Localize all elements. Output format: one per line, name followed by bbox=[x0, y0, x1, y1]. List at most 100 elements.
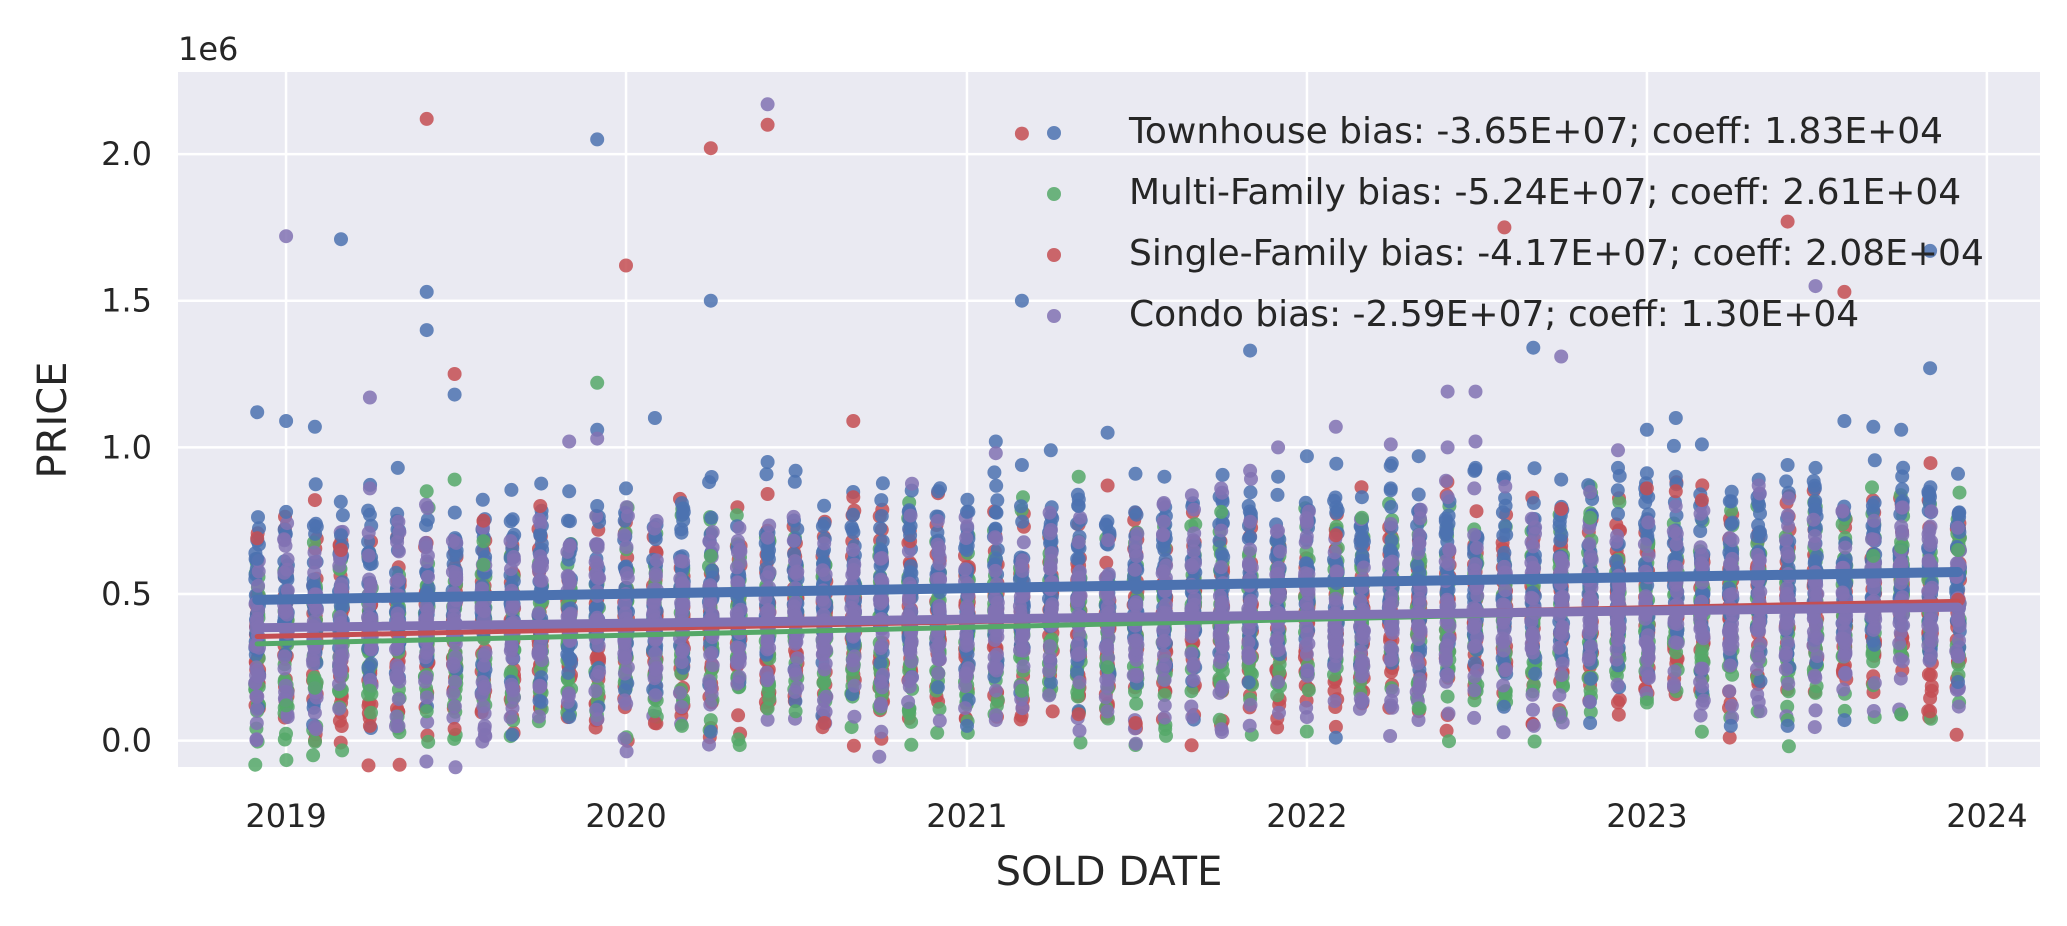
data-point bbox=[729, 560, 744, 575]
data-point bbox=[1441, 557, 1456, 571]
data-point bbox=[873, 521, 888, 536]
data-point bbox=[1496, 725, 1511, 740]
data-point bbox=[990, 493, 1005, 508]
data-point bbox=[1300, 627, 1315, 641]
data-point bbox=[704, 510, 719, 525]
data-point bbox=[929, 630, 944, 645]
data-point bbox=[503, 710, 518, 725]
data-point bbox=[251, 669, 266, 684]
data-point bbox=[1527, 461, 1542, 476]
data-point bbox=[1442, 542, 1457, 557]
data-point bbox=[447, 699, 462, 714]
data-point bbox=[1353, 593, 1368, 608]
data-point bbox=[646, 595, 661, 610]
data-point bbox=[1100, 679, 1115, 694]
data-point bbox=[1582, 694, 1597, 709]
data-point bbox=[762, 565, 777, 580]
data-point bbox=[280, 516, 295, 531]
data-point bbox=[1271, 523, 1285, 538]
data-point bbox=[1467, 683, 1482, 698]
data-point bbox=[1042, 688, 1057, 703]
data-point bbox=[847, 709, 862, 724]
data-point bbox=[1470, 630, 1485, 645]
data-point bbox=[703, 697, 718, 712]
data-point bbox=[786, 533, 801, 548]
data-point bbox=[531, 606, 546, 621]
data-point bbox=[1329, 505, 1344, 520]
data-point bbox=[590, 712, 605, 727]
data-point bbox=[904, 714, 919, 729]
data-point bbox=[588, 684, 603, 699]
data-point bbox=[817, 498, 832, 513]
data-point bbox=[1157, 698, 1172, 713]
data-point bbox=[1383, 653, 1398, 668]
data-point bbox=[1156, 496, 1171, 510]
data-point bbox=[591, 638, 606, 653]
data-point bbox=[989, 531, 1004, 546]
data-point bbox=[1383, 729, 1398, 743]
data-point bbox=[332, 701, 347, 716]
data-point bbox=[1412, 536, 1427, 551]
data-point bbox=[705, 658, 720, 673]
data-point bbox=[307, 705, 322, 720]
data-point bbox=[675, 644, 690, 659]
data-point bbox=[1552, 706, 1567, 721]
data-point bbox=[335, 743, 350, 758]
data-point bbox=[562, 577, 577, 592]
data-point bbox=[932, 701, 947, 716]
data-point bbox=[1496, 643, 1511, 658]
data-point bbox=[702, 598, 717, 613]
data-point bbox=[532, 709, 546, 724]
data-point bbox=[1157, 710, 1172, 725]
data-point bbox=[1014, 499, 1028, 514]
data-point bbox=[1071, 535, 1086, 550]
data-point bbox=[847, 557, 862, 572]
data-point bbox=[477, 706, 492, 721]
data-point bbox=[589, 537, 603, 552]
data-point bbox=[1214, 682, 1229, 697]
data-point bbox=[1214, 560, 1229, 575]
data-point bbox=[987, 661, 1002, 676]
data-point bbox=[503, 534, 518, 549]
data-point bbox=[1102, 591, 1116, 606]
data-point bbox=[1442, 631, 1457, 646]
data-point bbox=[1468, 557, 1483, 572]
data-point bbox=[1327, 658, 1342, 673]
data-point bbox=[1467, 481, 1482, 496]
data-point bbox=[1554, 668, 1569, 683]
data-point bbox=[505, 512, 520, 527]
data-point bbox=[958, 701, 973, 716]
data-point bbox=[619, 744, 634, 759]
data-point bbox=[760, 673, 775, 688]
data-point bbox=[1186, 544, 1201, 559]
data-point bbox=[448, 760, 463, 775]
data-point bbox=[1496, 678, 1511, 693]
data-point bbox=[1072, 723, 1087, 738]
data-point bbox=[1553, 626, 1568, 641]
data-point bbox=[619, 566, 634, 581]
data-point bbox=[1441, 706, 1456, 721]
data-point bbox=[1243, 485, 1258, 500]
data-point bbox=[874, 509, 889, 524]
data-point bbox=[560, 544, 575, 559]
data-point bbox=[251, 578, 266, 593]
data-point bbox=[1128, 736, 1143, 751]
data-point bbox=[930, 680, 945, 695]
data-point bbox=[1524, 535, 1539, 550]
data-point bbox=[1213, 655, 1227, 670]
data-point bbox=[1016, 643, 1031, 658]
data-point bbox=[932, 652, 947, 667]
data-point bbox=[674, 655, 689, 670]
data-point bbox=[958, 669, 973, 684]
data-point bbox=[1129, 549, 1144, 564]
data-point bbox=[504, 562, 518, 577]
data-point bbox=[1071, 552, 1086, 567]
data-point bbox=[420, 690, 434, 705]
data-point bbox=[1186, 673, 1201, 688]
data-point bbox=[1243, 514, 1258, 529]
data-point bbox=[730, 656, 745, 671]
data-point bbox=[648, 688, 663, 703]
data-point bbox=[278, 678, 293, 693]
data-point bbox=[447, 731, 462, 746]
data-point bbox=[989, 505, 1004, 520]
